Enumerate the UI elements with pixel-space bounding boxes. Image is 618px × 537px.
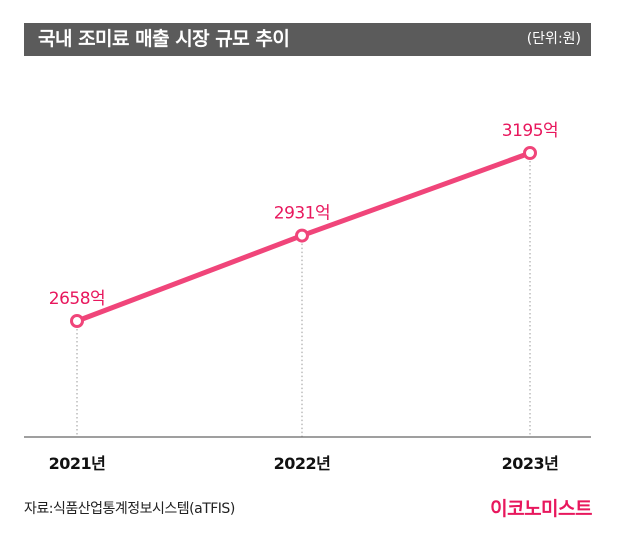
x-tick-label: 2021년 <box>49 454 106 473</box>
data-label: 2931억 <box>274 204 330 224</box>
chart-title: 국내 조미료 매출 시장 규모 추이 <box>38 28 290 50</box>
x-tick-label: 2022년 <box>274 454 331 473</box>
line-chart: 2658억 2931억 3195억 2021년 2022년 2023년 <box>24 121 591 473</box>
data-point <box>523 146 537 160</box>
data-point <box>295 228 309 243</box>
data-label: 2658억 <box>49 289 105 309</box>
brand-logo: 이코노미스트 <box>490 498 592 520</box>
data-point <box>70 314 84 328</box>
x-tick-label: 2023년 <box>502 454 559 473</box>
unit-label: (단위:원) <box>526 31 581 47</box>
title-bar: 국내 조미료 매출 시장 규모 추이 (단위:원) <box>24 23 591 56</box>
data-label: 3195억 <box>502 121 558 141</box>
source-note: 자료:식품산업통계정보시스템(aTFIS) <box>24 501 235 517</box>
